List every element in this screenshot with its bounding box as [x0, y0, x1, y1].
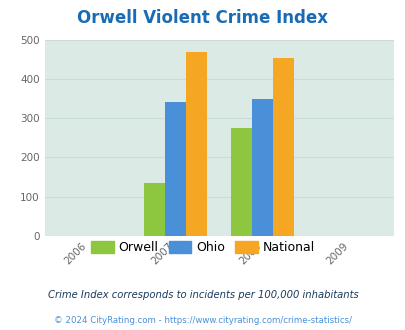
Text: © 2024 CityRating.com - https://www.cityrating.com/crime-statistics/: © 2024 CityRating.com - https://www.city… — [54, 316, 351, 325]
Text: Crime Index corresponds to incidents per 100,000 inhabitants: Crime Index corresponds to incidents per… — [47, 290, 358, 300]
Bar — [185, 52, 207, 236]
Bar — [165, 102, 185, 236]
Bar — [144, 183, 165, 236]
Bar — [273, 58, 294, 236]
Legend: Orwell, Ohio, National: Orwell, Ohio, National — [86, 236, 319, 259]
Bar — [231, 128, 252, 236]
Bar — [252, 99, 273, 236]
Text: Orwell Violent Crime Index: Orwell Violent Crime Index — [77, 9, 328, 27]
